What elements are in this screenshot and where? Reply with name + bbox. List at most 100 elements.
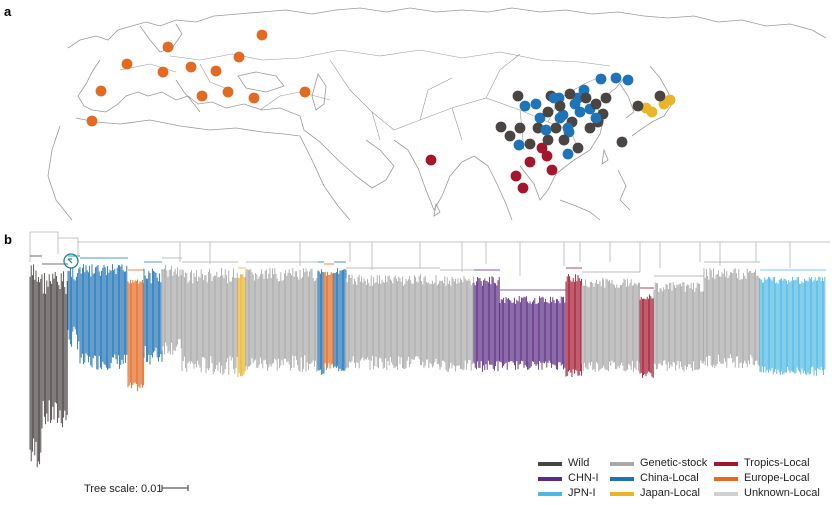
map-dot-china xyxy=(519,100,531,112)
tree-clade-genetic xyxy=(653,282,704,372)
legend-label-europe: Europe-Local xyxy=(744,472,809,484)
tree-scale-label: Tree scale: 0.01 xyxy=(84,483,162,495)
eurasia-north-coast xyxy=(67,7,827,49)
map-dot-europe xyxy=(196,90,208,102)
highlight-circle xyxy=(63,253,79,269)
map-dot-europe xyxy=(157,66,169,78)
map-dot-wild xyxy=(654,90,666,102)
map-dot-china xyxy=(562,148,574,160)
legend-label-japan: Japan-Local xyxy=(640,487,700,499)
legend-swatch-japan xyxy=(610,492,634,496)
tree-backbone xyxy=(29,231,830,276)
map-dot-china xyxy=(590,112,602,124)
map-dot-wild xyxy=(564,88,576,100)
map-dot-wild xyxy=(495,121,507,133)
panel-label-a: a xyxy=(4,4,12,19)
legend-swatch-europe xyxy=(714,477,738,481)
map-dot-wild xyxy=(514,122,526,134)
tree-clade-chn xyxy=(473,276,500,372)
tree-clade-europe xyxy=(127,279,145,392)
map-dot-tropics xyxy=(510,170,522,182)
tree-clade-tropics xyxy=(639,294,654,378)
map-dot-tropics xyxy=(517,182,529,194)
legend-swatch-china xyxy=(610,477,634,481)
map-dot-wild xyxy=(554,100,566,112)
philippines xyxy=(617,169,631,211)
map-dot-wild xyxy=(542,134,554,146)
map-dot-tropics xyxy=(536,142,548,154)
japan xyxy=(631,65,673,137)
map-dot-europe xyxy=(185,61,197,73)
tree-clade-wild xyxy=(41,271,68,429)
tree-clade-genetic xyxy=(345,274,441,370)
tree-clade-china xyxy=(67,267,80,350)
tree-clade-chn xyxy=(499,296,566,370)
legend-label-chn: CHN-I xyxy=(568,472,599,484)
map-dot-wild xyxy=(600,92,612,104)
legend: Wild CHN-I JPN-I Genetic-stock China-Local Ja… xyxy=(538,457,820,499)
tree-scale: Tree scale: 0.01 xyxy=(84,483,189,495)
map-dot-wild xyxy=(616,136,628,148)
italy xyxy=(175,79,201,113)
map-dot-tropics xyxy=(524,156,536,168)
map-dot-europe xyxy=(210,65,222,77)
map-dot-tropics xyxy=(425,154,437,166)
sri-lanka xyxy=(433,202,441,217)
map-dot-wild xyxy=(558,134,570,146)
tree-clade-china xyxy=(143,268,163,365)
arabia xyxy=(303,129,395,189)
map-dot-wild xyxy=(632,100,644,112)
legend-swatch-chn xyxy=(538,477,562,481)
legend-swatch-jpn xyxy=(538,492,562,496)
legend-label-tropics: Tropics-Local xyxy=(744,457,810,469)
map-dot-europe xyxy=(95,85,107,97)
map-dot-europe xyxy=(86,115,98,127)
map-dot-europe xyxy=(162,41,174,53)
legend-swatch-genetic xyxy=(610,462,634,466)
map-dot-wild xyxy=(572,142,584,154)
mediterranean-coast xyxy=(147,91,305,131)
tree-clade-tropics xyxy=(565,274,583,377)
map-dot-wild xyxy=(512,90,524,102)
highlight-arrow xyxy=(67,258,73,264)
map-dot-china xyxy=(595,73,607,85)
scandinavia xyxy=(139,23,183,53)
tree-clade-europe xyxy=(323,271,335,370)
legend-swatch-tropics xyxy=(714,462,738,466)
legend-label-wild: Wild xyxy=(568,457,589,469)
map-dot-china xyxy=(530,98,542,110)
legend-swatch-wild xyxy=(538,462,562,466)
panel-label-b: b xyxy=(4,232,12,247)
taiwan xyxy=(601,148,609,165)
map-dot-wild xyxy=(550,122,562,134)
map-dot-china xyxy=(513,139,525,151)
legend-label-jpn: JPN-I xyxy=(568,487,596,499)
map-dot-china xyxy=(562,122,574,134)
legend-label-china: China-Local xyxy=(640,472,699,484)
map-dot-wild xyxy=(542,106,554,118)
map-dot-europe xyxy=(299,86,311,98)
tree-clade-china xyxy=(317,269,325,375)
legend-label-genetic: Genetic-stock xyxy=(640,457,708,469)
tree-clade-genetic xyxy=(581,278,641,372)
tree-clade-japan xyxy=(237,274,246,377)
tree-clade-genetic xyxy=(703,268,760,368)
tree-clade-china xyxy=(79,264,128,370)
tree-clade-china xyxy=(333,268,347,372)
map-dot-wild xyxy=(504,130,516,142)
north-africa-coast xyxy=(75,117,301,137)
tree-leaves xyxy=(29,255,826,468)
map-dot-china xyxy=(610,72,622,84)
caspian-sea xyxy=(311,73,327,111)
map-dot-china xyxy=(622,74,634,86)
map-dot-wild xyxy=(580,92,592,104)
map-dot-tropics xyxy=(541,150,553,162)
map-dot-tropics xyxy=(546,164,558,176)
tree-clade-genetic xyxy=(161,264,182,355)
map-dot-china xyxy=(574,106,586,118)
tree-clade-genetic xyxy=(181,268,238,375)
tree-clade-genetic xyxy=(439,276,475,372)
world-map xyxy=(47,7,827,221)
tree-clade-jpn xyxy=(759,276,826,376)
